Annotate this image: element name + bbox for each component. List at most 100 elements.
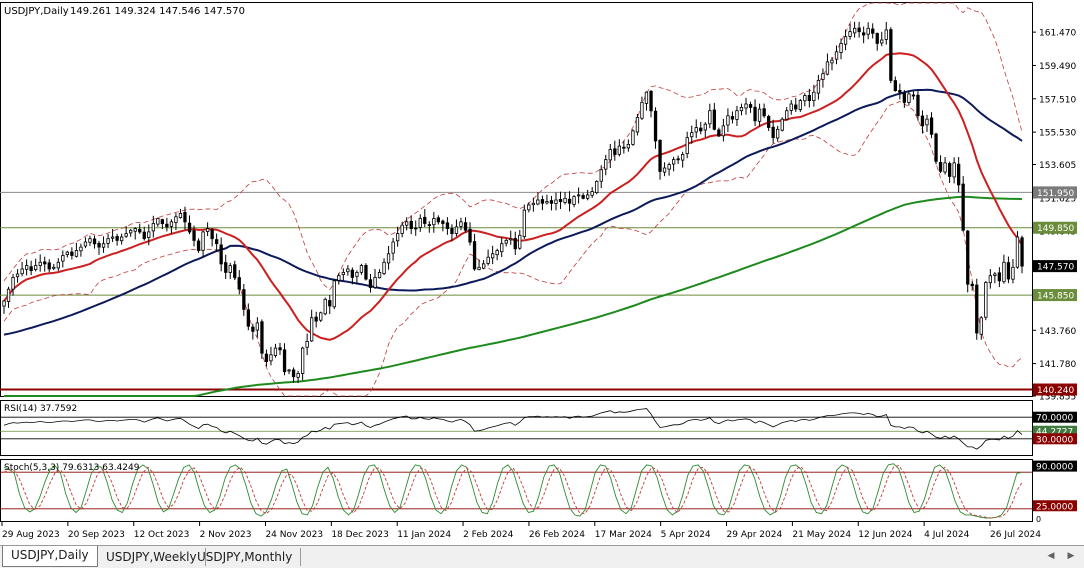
candle-body <box>409 220 413 230</box>
candle-body <box>988 275 992 284</box>
candle-body <box>359 265 364 273</box>
candle-body <box>20 268 24 275</box>
candle-body <box>246 309 251 327</box>
candle-body <box>816 80 821 94</box>
candle-body <box>685 137 689 154</box>
candle-body <box>120 236 124 242</box>
candle-body <box>477 266 481 270</box>
candle-body <box>771 126 775 138</box>
candle-body <box>798 100 802 110</box>
candle-body <box>332 280 336 308</box>
candle-body <box>608 149 612 161</box>
candle-body <box>631 130 635 145</box>
stoch-axis-label-box <box>1033 460 1077 472</box>
candle-body <box>522 209 526 237</box>
candle-body <box>441 220 445 224</box>
time-tick-label: 2 Nov 2023 <box>200 530 252 540</box>
moving-average-50-line <box>3 88 1023 336</box>
ohlc-readout: 149.261 149.324 147.546 147.570 <box>70 6 245 17</box>
candle-body <box>88 238 92 243</box>
price-tick-label: 155.530 <box>1039 129 1076 139</box>
moving-average-200-line <box>4 195 1023 397</box>
candle-body <box>423 216 427 224</box>
rsi-panel[interactable]: RSI(14) 37.7592 <box>0 400 1033 456</box>
time-tick-label: 18 Dec 2023 <box>331 530 389 540</box>
candle-body <box>739 107 744 112</box>
candle-body <box>717 129 721 137</box>
chart-canvas[interactable]: USDJPY,Daily 149.261 149.324 147.546 147… <box>0 0 1084 545</box>
candle-body <box>110 236 115 239</box>
candle-body <box>427 224 432 227</box>
price-tick-label: 157.510 <box>1039 95 1076 105</box>
candle-body <box>825 61 830 75</box>
candle-body <box>436 217 441 223</box>
price-label-box <box>1033 383 1077 396</box>
price-tick-label: 151.625 <box>1039 194 1076 204</box>
candle-body <box>24 265 29 270</box>
candle-body <box>278 347 282 351</box>
scroll-left-icon[interactable]: ◀ <box>1047 551 1055 561</box>
candle-body <box>34 265 38 271</box>
candle-body <box>165 223 169 228</box>
price-label: 151.950 <box>1037 189 1074 199</box>
candle-body <box>509 238 513 241</box>
candle-body <box>635 117 640 133</box>
candle-body <box>133 228 137 232</box>
candle-body <box>572 196 576 205</box>
candle-body <box>251 326 255 332</box>
time-tick-label: 21 May 2024 <box>792 530 851 540</box>
candle-body <box>812 91 816 101</box>
candle-body <box>767 116 771 128</box>
candle-body <box>830 59 834 64</box>
time-tick-label: 24 Nov 2023 <box>265 530 323 540</box>
candle-body <box>260 321 264 354</box>
candle-body <box>545 201 549 204</box>
candle-body <box>1006 262 1011 280</box>
candle-body <box>319 312 323 321</box>
candle-body <box>563 197 567 203</box>
candle-body <box>875 33 879 44</box>
candle-body <box>730 116 735 120</box>
candle-body <box>156 218 160 225</box>
time-axis[interactable]: 29 Aug 2023 20 Sep 2023 12 Oct 2023 2 Nov 2… <box>1 521 1041 540</box>
time-tick-label: 26 Feb 2024 <box>529 530 585 540</box>
price-label-box <box>1033 186 1077 199</box>
rsi-axis-label-box <box>1033 433 1077 445</box>
tab-usdjpy-weekly[interactable]: USDJPY,Weekly <box>98 548 206 566</box>
candle-body <box>305 340 309 348</box>
price-panel[interactable]: USDJPY,Daily 149.261 149.324 147.546 147… <box>0 2 1033 397</box>
candle-body <box>224 262 228 273</box>
candle-body <box>373 276 377 288</box>
candle-body <box>997 272 1001 282</box>
candle-body <box>309 317 314 342</box>
candle-body <box>649 90 653 112</box>
candle-body <box>395 233 400 242</box>
tab-usdjpy-daily[interactable]: USDJPY,Daily <box>2 546 98 567</box>
candle-body <box>735 110 739 120</box>
time-tick-label: 29 Apr 2024 <box>727 530 783 540</box>
candle-body <box>124 233 128 237</box>
candle-body <box>567 198 572 204</box>
stoch-panel[interactable]: Stoch(5,3,3) 79.6313 63.4249 <box>0 459 1033 522</box>
price-axis[interactable]: 161.470 159.490 157.510 155.530 153.605 151.6… <box>1032 29 1077 524</box>
stoch-axis-label: 25.0000 <box>1036 502 1073 512</box>
candle-body <box>11 276 15 290</box>
candle-body <box>504 239 508 244</box>
candle-body <box>748 104 753 108</box>
rsi-line <box>3 408 1023 450</box>
candle-body <box>911 94 916 97</box>
scroll-right-icon[interactable]: ▶ <box>1067 551 1075 561</box>
stoch-axis-label: 90.0000 <box>1036 463 1073 473</box>
candle-body <box>1002 261 1006 283</box>
candle-body <box>414 227 418 230</box>
candle-body <box>925 118 929 126</box>
candle-body <box>889 29 893 81</box>
candle-body <box>142 231 146 240</box>
tab-usdjpy-monthly[interactable]: USDJPY,Monthly <box>189 548 302 566</box>
candle-body <box>79 246 83 252</box>
candle-body <box>486 256 490 264</box>
candle-body <box>337 275 341 281</box>
candle-body <box>821 73 825 80</box>
candle-body <box>29 266 33 272</box>
candle-body <box>65 251 69 255</box>
